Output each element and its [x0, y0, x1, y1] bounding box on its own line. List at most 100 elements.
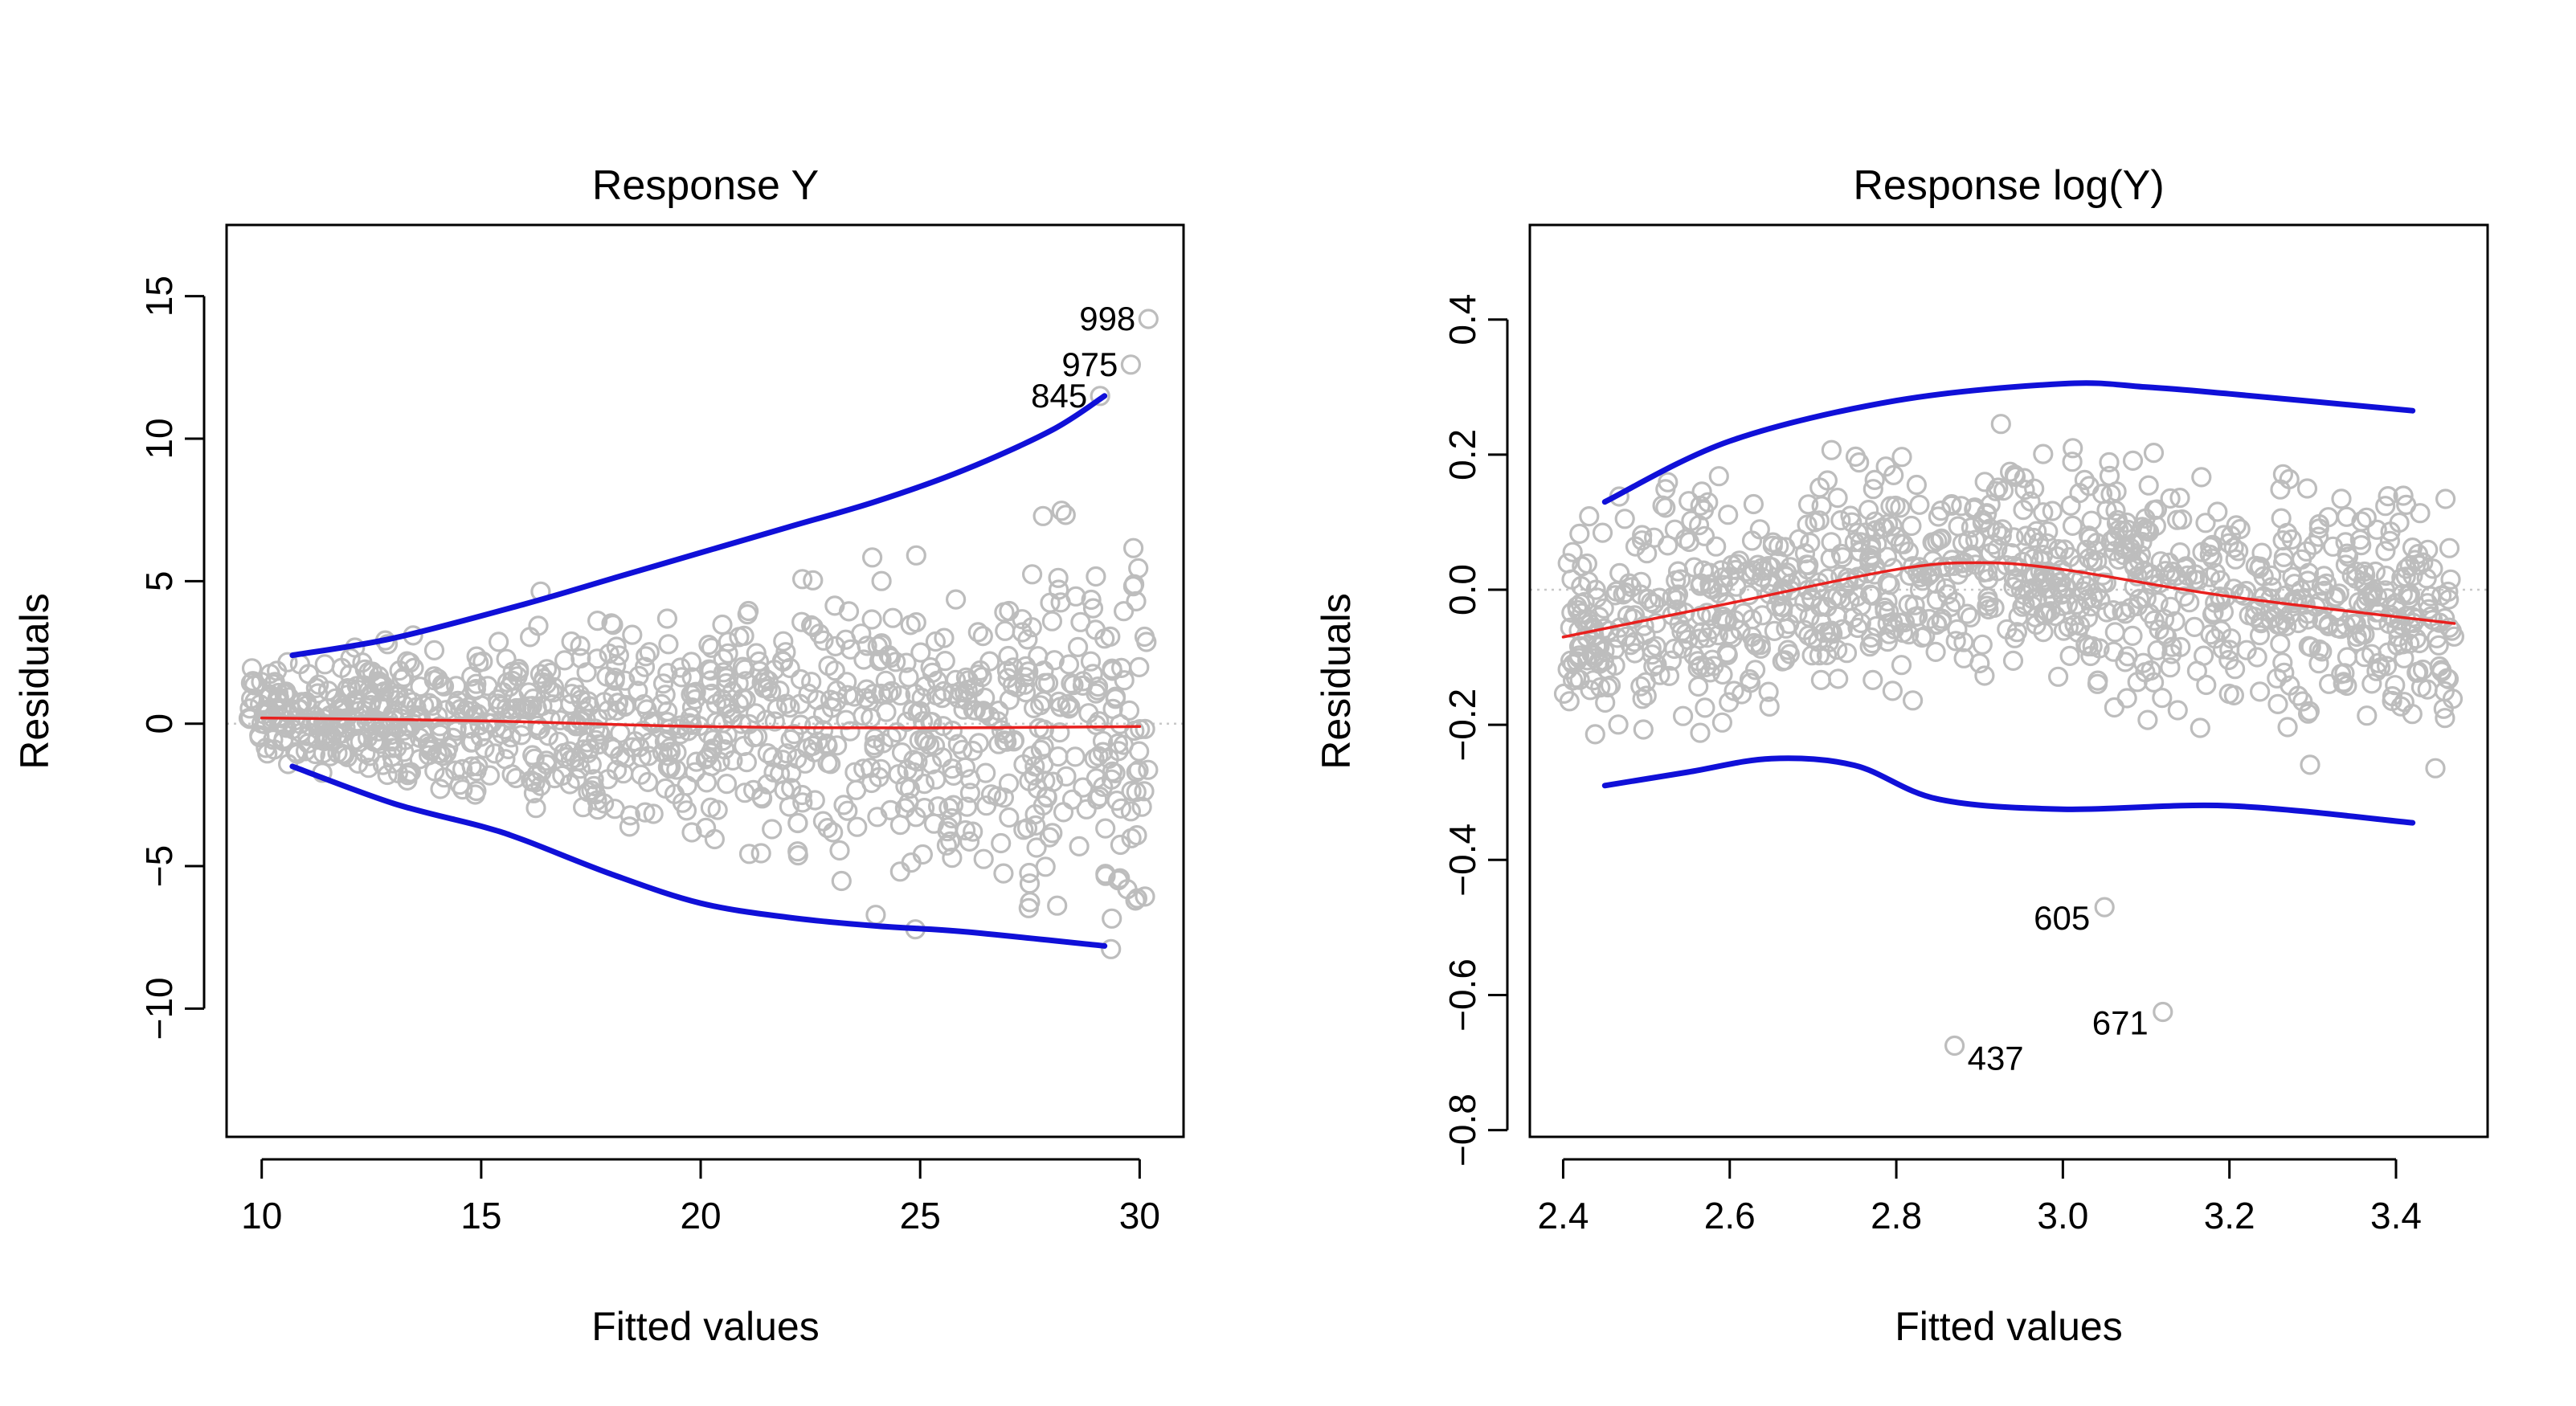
data-point — [561, 631, 582, 652]
scatter-points-left — [238, 309, 1159, 959]
data-point — [1957, 603, 1977, 624]
data-point — [2418, 539, 2439, 560]
data-point — [757, 774, 778, 795]
data-point — [1741, 530, 1763, 551]
data-point — [2283, 590, 2304, 611]
data-point — [1585, 579, 1606, 600]
data-point — [2167, 700, 2188, 721]
data-point — [394, 742, 415, 762]
data-point — [1800, 532, 1821, 554]
data-point — [1592, 522, 1613, 543]
data-point — [2116, 688, 2137, 709]
data-point — [2144, 672, 2165, 693]
data-point — [1779, 644, 1800, 664]
x-axis-right: 2.4 2.6 2.8 3.0 3.2 3.4 — [1537, 1158, 2422, 1236]
data-point — [1016, 656, 1037, 677]
x-axis-title-left: Fitted values — [591, 1304, 819, 1349]
data-point — [1820, 548, 1841, 569]
data-point — [2277, 717, 2298, 738]
data-point — [2349, 529, 2370, 550]
data-point — [607, 700, 628, 721]
x-tick-label: 2.4 — [1537, 1195, 1589, 1236]
data-point — [442, 727, 464, 749]
outlier-point-998 — [1138, 309, 1159, 329]
data-point — [927, 796, 949, 817]
data-point — [1707, 624, 1728, 646]
data-point — [1687, 657, 1708, 679]
data-point — [1922, 532, 1943, 553]
data-point — [1113, 601, 1135, 622]
data-point — [2104, 622, 2125, 643]
data-point — [1138, 759, 1159, 780]
data-point — [2199, 566, 2220, 587]
data-point — [2249, 595, 2271, 616]
y-tick-label: 0.2 — [1441, 429, 1483, 480]
data-point — [2039, 578, 2060, 599]
data-point — [1840, 505, 1861, 526]
data-point — [358, 758, 379, 779]
data-point — [920, 711, 941, 733]
data-point — [1912, 627, 1932, 648]
data-point — [239, 698, 260, 719]
data-point — [2264, 607, 2285, 627]
data-point — [1134, 626, 1155, 648]
data-point — [2378, 485, 2398, 507]
data-point — [1021, 617, 1042, 638]
data-point — [1718, 505, 1739, 525]
data-point — [1024, 756, 1045, 777]
data-point — [1671, 621, 1692, 642]
data-point — [1859, 584, 1881, 605]
data-point — [1624, 631, 1646, 652]
data-point — [2091, 483, 2113, 505]
data-point — [1597, 676, 1618, 698]
data-point — [523, 783, 545, 803]
data-point — [2425, 758, 2446, 779]
data-point — [2250, 681, 2271, 702]
data-point — [2437, 668, 2458, 689]
data-point — [2191, 467, 2212, 488]
data-point — [1667, 584, 1689, 605]
data-point — [1776, 618, 1797, 639]
data-point — [297, 733, 318, 754]
y-tick-label: −0.2 — [1441, 689, 1483, 762]
x-axis-left: 10 15 20 25 30 — [241, 1158, 1160, 1236]
data-point — [1717, 644, 1738, 665]
data-point — [655, 778, 676, 799]
data-point — [880, 647, 902, 668]
data-point — [2314, 580, 2335, 602]
annotation-label-998: 998 — [1079, 300, 1135, 337]
data-point — [2398, 585, 2419, 606]
data-point — [738, 844, 760, 864]
data-point — [947, 734, 968, 754]
data-point — [2023, 548, 2044, 569]
x-tick-label: 3.2 — [2204, 1195, 2255, 1236]
data-point — [919, 734, 940, 755]
data-point — [2165, 566, 2186, 587]
data-point — [745, 703, 767, 724]
data-point — [1113, 734, 1134, 755]
data-point — [716, 773, 738, 795]
data-point — [1060, 696, 1081, 717]
x-tick-label: 25 — [900, 1195, 941, 1236]
data-point — [959, 831, 980, 852]
data-point — [712, 730, 734, 751]
data-point — [1965, 529, 1986, 550]
data-point — [2298, 703, 2319, 724]
data-point — [1093, 776, 1114, 797]
data-point — [864, 738, 885, 759]
data-point — [800, 615, 822, 636]
data-point — [698, 634, 719, 656]
data-point — [433, 676, 455, 697]
data-point — [2267, 668, 2288, 689]
data-point — [1739, 584, 1760, 606]
data-point — [1690, 722, 1711, 743]
data-point — [1039, 827, 1060, 848]
data-point — [808, 731, 828, 752]
data-point — [1821, 439, 1842, 460]
data-point — [1625, 536, 1646, 557]
data-point — [912, 844, 934, 865]
data-point — [468, 652, 489, 673]
data-point — [2192, 542, 2213, 562]
data-point — [995, 620, 1016, 641]
data-point — [2329, 583, 2349, 604]
